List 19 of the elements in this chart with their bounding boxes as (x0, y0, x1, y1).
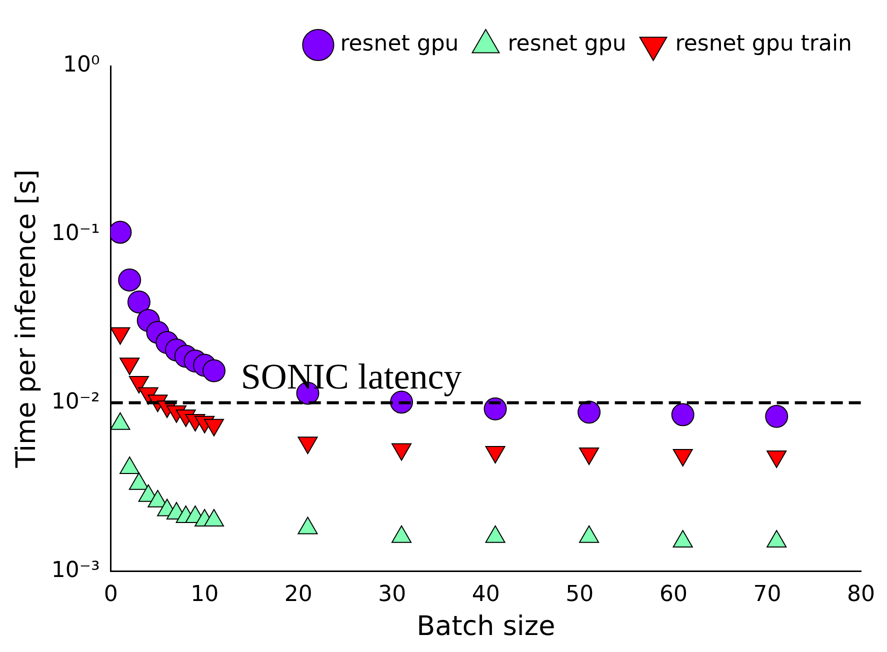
x-tick-label: 70 (753, 582, 782, 608)
legend-label: resnet gpu (508, 32, 626, 57)
x-tick-label: 50 (566, 582, 594, 608)
x-tick-label: 10 (190, 582, 219, 608)
x-tick-label: 0 (104, 582, 118, 608)
x-tick-label: 30 (378, 582, 406, 608)
y-axis-title: Time per inference [s] (11, 169, 42, 469)
x-tick-label: 20 (284, 582, 312, 608)
x-tick-label: 40 (472, 582, 500, 608)
legend-label: resnet gpu (340, 32, 459, 57)
y-tick-label: 10⁻³ (51, 558, 100, 583)
x-axis-title: Batch size (416, 610, 556, 642)
legend-label: resnet gpu train (675, 32, 852, 57)
x-tick-label: 80 (847, 582, 876, 608)
x-tick-label: 60 (659, 582, 688, 608)
y-tick-label: 10⁻² (51, 390, 100, 415)
y-tick-label: 10⁰ (63, 52, 100, 78)
ref-line-label: SONIC latency (240, 356, 462, 396)
y-tick-label: 10⁻¹ (51, 221, 100, 246)
